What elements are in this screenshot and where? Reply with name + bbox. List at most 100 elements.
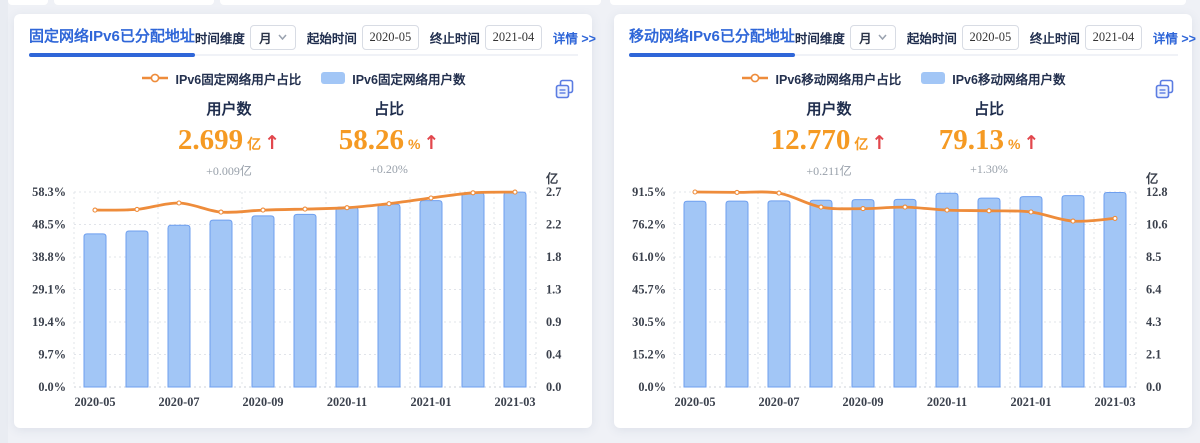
legend-item-line[interactable]: IPv6移动网络用户占比 bbox=[741, 69, 902, 88]
bar[interactable] bbox=[293, 213, 317, 388]
top-edge-remnant bbox=[54, 0, 214, 5]
line-marker bbox=[218, 209, 224, 215]
line-marker bbox=[902, 204, 908, 210]
card-header: 固定网络IPv6已分配地址 时间维度 月 起始时间 终止时间 详情 >> bbox=[29, 20, 596, 57]
bar[interactable] bbox=[251, 215, 275, 388]
bar[interactable] bbox=[419, 200, 443, 388]
legend-item-bar[interactable]: IPv6移动网络用户数 bbox=[921, 69, 1065, 88]
bar[interactable] bbox=[503, 191, 527, 388]
card-header: 移动网络IPv6已分配地址 时间维度 月 起始时间 终止时间 详情 >> bbox=[629, 20, 1196, 57]
line-marker bbox=[512, 189, 518, 195]
axis-tick-label: 亿 bbox=[1146, 172, 1158, 186]
copy-icon[interactable] bbox=[554, 78, 576, 100]
axis-tick-label: 8.5 bbox=[1146, 250, 1161, 264]
line-marker bbox=[818, 204, 824, 210]
line-series[interactable] bbox=[692, 189, 1118, 224]
card-title: 固定网络IPv6已分配地址 bbox=[29, 20, 195, 57]
combo-chart[interactable]: 0.0% 0.0 15.2% 2.1 30.5% 4.3 45.7% 6.4 61.0% 8.5 7… bbox=[614, 172, 1192, 412]
bar[interactable] bbox=[809, 199, 833, 388]
bar[interactable] bbox=[1019, 196, 1043, 388]
bar[interactable] bbox=[893, 198, 917, 388]
time-dimension-control: 时间维度 月 bbox=[195, 24, 296, 50]
bar[interactable] bbox=[83, 233, 107, 388]
bar[interactable] bbox=[125, 230, 149, 388]
line-marker bbox=[734, 189, 740, 195]
axis-tick-label: 2020-09 bbox=[243, 395, 284, 409]
axis-tick-label: 亿 bbox=[546, 172, 558, 186]
chevron-down-icon bbox=[878, 34, 887, 40]
bar[interactable] bbox=[167, 224, 191, 388]
start-time-input[interactable] bbox=[361, 24, 419, 50]
legend-item-line[interactable]: IPv6固定网络用户占比 bbox=[141, 69, 301, 88]
up-arrow-icon: ↑ bbox=[264, 132, 281, 154]
detail-link[interactable]: 详情 >> bbox=[552, 31, 596, 46]
end-time-control: 终止时间 bbox=[1030, 24, 1142, 50]
bar[interactable] bbox=[335, 206, 359, 388]
metric-delta: +1.30% bbox=[970, 162, 1008, 176]
line-marker bbox=[176, 200, 182, 206]
card-title-text: 固定网络IPv6已分配地址 bbox=[29, 28, 195, 45]
legend-item-bar[interactable]: IPv6固定网络用户数 bbox=[321, 69, 465, 88]
time-dimension-select[interactable]: 月 bbox=[849, 24, 896, 50]
metric-number: 58.26 bbox=[338, 124, 404, 156]
time-dimension-control: 时间维度 月 bbox=[794, 24, 896, 50]
bar[interactable] bbox=[461, 192, 485, 388]
end-time-control: 终止时间 bbox=[430, 24, 542, 50]
bar-series[interactable] bbox=[683, 191, 1127, 388]
axis-tick-label: 2020-07 bbox=[759, 395, 800, 409]
bar[interactable] bbox=[1103, 191, 1127, 388]
axis-tick-label: 0.0% bbox=[638, 380, 666, 394]
axis-tick-label: 38.8% bbox=[32, 250, 66, 264]
bar[interactable] bbox=[725, 200, 749, 388]
time-dimension-select[interactable]: 月 bbox=[249, 24, 296, 50]
bar[interactable] bbox=[935, 192, 959, 388]
start-time-label: 起始时间 bbox=[906, 31, 957, 46]
combo-chart[interactable]: 0.0% 0.0 9.7% 0.4 19.4% 0.9 29.1% 1.3 38.8% 1.8 48… bbox=[14, 172, 592, 412]
axis-tick-label: 2020-05 bbox=[675, 395, 716, 409]
bar[interactable] bbox=[767, 200, 791, 388]
line-series-symbol bbox=[741, 73, 768, 83]
detail-link[interactable]: 详情 >> bbox=[1152, 31, 1196, 46]
time-dimension-value: 月 bbox=[859, 31, 872, 46]
bar[interactable] bbox=[209, 219, 233, 388]
legend-label: IPv6固定网络用户数 bbox=[352, 72, 466, 87]
bar[interactable] bbox=[1061, 195, 1085, 388]
kpi-metrics: 用户数 12.770 亿 ↑ +0.211亿 占比 79.13% ↑ +1.30% bbox=[749, 98, 1192, 179]
bar[interactable] bbox=[851, 199, 875, 388]
metric-value: 12.770 亿 ↑ bbox=[749, 126, 909, 155]
end-time-input[interactable] bbox=[1084, 24, 1142, 50]
end-time-input[interactable] bbox=[484, 24, 542, 50]
fixed-network-card: 固定网络IPv6已分配地址 时间维度 月 起始时间 终止时间 详情 >> bbox=[14, 14, 596, 428]
metric-users: 用户数 2.699 亿 ↑ +0.009亿 bbox=[149, 98, 309, 179]
metric-delta: +0.211亿 bbox=[806, 164, 852, 178]
axis-tick-label: 1.3 bbox=[546, 283, 561, 297]
time-dimension-label: 时间维度 bbox=[794, 31, 845, 46]
axis-tick-label: 45.7% bbox=[632, 283, 666, 297]
metric-users: 用户数 12.770 亿 ↑ +0.211亿 bbox=[749, 98, 909, 179]
line-marker bbox=[386, 201, 392, 207]
line-series[interactable] bbox=[92, 189, 518, 215]
axis-tick-label: 2.7 bbox=[546, 185, 561, 199]
axis-tick-label: 76.2% bbox=[632, 218, 666, 232]
header-controls: 时间维度 月 起始时间 终止时间 详情 >> bbox=[195, 24, 596, 50]
start-time-input[interactable] bbox=[961, 24, 1019, 50]
start-time-label: 起始时间 bbox=[306, 31, 357, 46]
chart-legend: IPv6固定网络用户占比 IPv6固定网络用户数 bbox=[14, 69, 592, 88]
legend-label: IPv6移动网络用户占比 bbox=[775, 72, 902, 87]
copy-icon[interactable] bbox=[1154, 78, 1176, 100]
bar-series[interactable] bbox=[83, 191, 527, 388]
chart-axes: 0.0% 0.0 15.2% 2.1 30.5% 4.3 45.7% 6.4 61.0% 8.5 7… bbox=[632, 172, 1167, 409]
bar[interactable] bbox=[377, 203, 401, 388]
metric-ratio: 占比 58.26% ↑ +0.20% bbox=[309, 98, 469, 179]
line-marker bbox=[302, 206, 308, 212]
metric-unit: 亿 bbox=[247, 136, 262, 152]
metric-label: 用户数 bbox=[206, 101, 252, 118]
metric-delta: +0.009亿 bbox=[206, 164, 252, 178]
line-marker bbox=[1112, 215, 1118, 221]
axis-tick-label: 0.0 bbox=[1146, 380, 1161, 394]
bar[interactable] bbox=[683, 200, 707, 388]
axis-tick-label: 2021-01 bbox=[411, 395, 452, 409]
bar[interactable] bbox=[977, 197, 1001, 388]
metric-number: 12.770 bbox=[770, 124, 851, 156]
